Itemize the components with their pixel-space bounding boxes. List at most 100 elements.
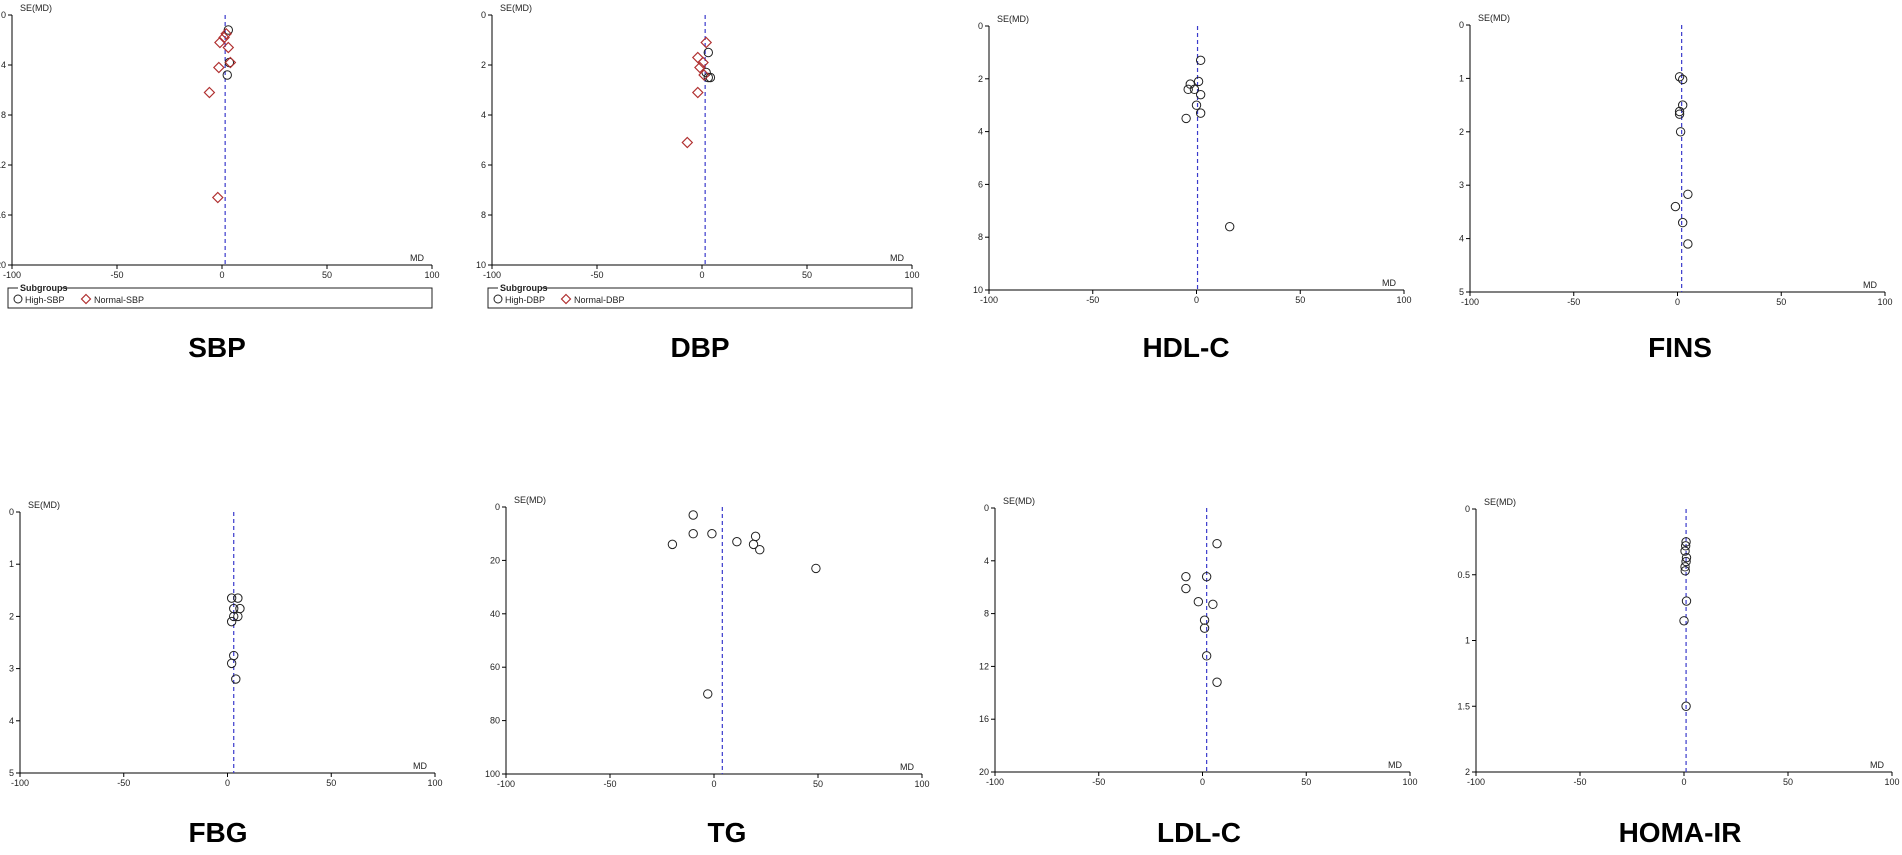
y-tick-label: 3: [9, 664, 14, 674]
data-point-diamond: [698, 69, 710, 81]
x-tick-label: -50: [603, 779, 616, 789]
data-point-circle: [1201, 571, 1212, 582]
x-tick-label: 50: [813, 779, 823, 789]
y-tick-label: 10: [476, 260, 486, 270]
y-tick-label: 2: [9, 611, 14, 621]
x-tick-label: 50: [326, 778, 336, 788]
legend-entry: High-SBP: [25, 295, 65, 305]
data-point-circle: [703, 47, 713, 58]
data-point-circle: [1680, 566, 1690, 576]
x-tick-label: 0: [1681, 777, 1686, 787]
x-tick-label: -50: [1086, 295, 1099, 305]
data-point-circle: [748, 539, 759, 550]
data-point-diamond: [224, 56, 237, 69]
data-point-circle: [226, 616, 237, 627]
y-tick-label: 0: [481, 10, 486, 20]
data-point-circle: [1212, 677, 1222, 687]
y-axis-title: SE(MD): [997, 14, 1029, 24]
y-tick-label: 0: [978, 21, 983, 31]
x-tick-label: 100: [427, 778, 442, 788]
legend: Subgroups High-SBP Normal-SBP: [7, 283, 433, 309]
x-tick-label: 50: [322, 270, 332, 280]
y-tick-label: 5: [1459, 287, 1464, 297]
data-point-diamond: [214, 36, 226, 49]
data-point-circle: [1681, 552, 1692, 563]
y-tick-label: 0: [984, 503, 989, 513]
data-point-circle: [1185, 79, 1195, 89]
x-tick-label: 0: [219, 270, 224, 280]
y-axis-title: SE(MD): [514, 495, 546, 505]
x-tick-label: -100: [3, 270, 21, 280]
data-point-circle: [1681, 596, 1692, 606]
data-point-circle: [1183, 84, 1193, 95]
legend-marker-diamond: [560, 293, 572, 305]
y-tick-label: 1: [9, 559, 14, 569]
y-tick-label: 1: [1465, 636, 1470, 646]
panel-label: FBG: [188, 817, 247, 848]
data-point-circle: [1199, 615, 1210, 625]
y-tick-label: 80: [490, 716, 500, 726]
legend-marker-circle: [13, 294, 23, 304]
data-point-circle: [1208, 599, 1218, 610]
y-tick-label: 6: [481, 160, 486, 170]
data-point-diamond: [697, 56, 709, 69]
x-tick-label: 100: [1402, 777, 1417, 787]
x-tick-label: -50: [590, 270, 603, 280]
funnel-panel-fins: 0 1 2 3 4 5-100 -50 0 50 100 SE(MD) MD FINS: [1459, 13, 1893, 363]
y-tick-label: 4: [1, 60, 6, 70]
legend-title-bg: [18, 283, 62, 292]
y-tick-label: 20: [979, 767, 989, 777]
legend-box: [487, 287, 913, 309]
x-axis-title: MD: [900, 762, 914, 772]
y-tick-label: 1.5: [1457, 701, 1470, 711]
x-tick-label: -50: [110, 270, 123, 280]
x-tick-label: -50: [1092, 777, 1105, 787]
data-point-circle: [1680, 541, 1691, 551]
x-axis-title: MD: [1863, 280, 1877, 290]
y-axis-title: SE(MD): [1484, 497, 1516, 507]
data-point-diamond: [211, 191, 224, 204]
x-tick-label: 100: [1877, 297, 1892, 307]
x-tick-label: 0: [1200, 777, 1205, 787]
data-point-circle: [1193, 597, 1204, 607]
y-tick-label: 0: [9, 507, 14, 517]
data-point-circle: [1181, 571, 1191, 582]
y-axis-title: SE(MD): [1003, 496, 1035, 506]
x-tick-label: -100: [986, 777, 1004, 787]
data-point-circle: [226, 593, 237, 603]
x-tick-label: 100: [424, 270, 439, 280]
panel-label: HDL-C: [1142, 332, 1229, 363]
data-point-circle: [1670, 201, 1681, 212]
data-point-circle: [1189, 84, 1200, 95]
data-point-circle: [1225, 221, 1235, 232]
data-point-circle: [1193, 76, 1204, 87]
x-tick-label: -100: [497, 779, 515, 789]
y-tick-label: 1: [1459, 73, 1464, 83]
y-tick-label: 60: [490, 662, 500, 672]
data-point-circle: [1195, 89, 1206, 100]
legend-entry: Normal-DBP: [574, 295, 625, 305]
y-tick-label: 10: [973, 285, 983, 295]
y-tick-label: 8: [978, 232, 983, 242]
data-point-diamond: [222, 41, 235, 54]
data-point-circle: [688, 510, 698, 520]
x-tick-label: -50: [1567, 297, 1580, 307]
x-tick-label: -50: [117, 778, 130, 788]
x-tick-label: 0: [699, 270, 704, 280]
y-tick-label: 20: [0, 260, 6, 270]
data-point-circle: [667, 539, 678, 550]
y-axis-title: SE(MD): [20, 3, 52, 13]
y-tick-label: 12: [979, 661, 989, 671]
x-axis-title: MD: [1382, 278, 1396, 288]
funnel-panel-fbg: 0 1 2 3 4 5-100 -50 0 50 100 SE(MD) MD FBG: [9, 500, 443, 848]
y-tick-label: 4: [984, 556, 989, 566]
funnel-panel-dbp: 0 2 4 6 8 10-100 -50 0 50 100 SE(MD) MD Subgroups Hig…: [476, 3, 920, 363]
x-tick-label: 0: [1194, 295, 1199, 305]
y-axis-title: SE(MD): [28, 500, 60, 510]
data-point-circle: [226, 658, 237, 669]
data-point-circle: [1680, 562, 1690, 572]
y-tick-label: 0: [1459, 20, 1464, 30]
y-tick-label: 0.5: [1457, 570, 1470, 580]
x-tick-label: 0: [711, 779, 716, 789]
y-tick-label: 3: [1459, 180, 1464, 190]
